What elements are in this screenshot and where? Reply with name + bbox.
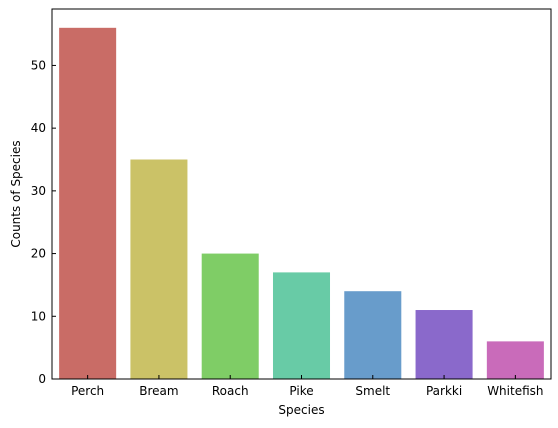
x-tick-label: Bream bbox=[139, 384, 178, 398]
bar-perch bbox=[59, 27, 117, 379]
x-tick-label: Roach bbox=[212, 384, 249, 398]
x-axis-label: Species bbox=[278, 403, 324, 417]
bar-bream bbox=[130, 159, 188, 379]
x-tick-label: Perch bbox=[71, 384, 104, 398]
x-tick-label: Pike bbox=[289, 384, 313, 398]
x-tick-label: Parkki bbox=[426, 384, 462, 398]
bar-parkki bbox=[415, 310, 473, 379]
plot-frame bbox=[51, 8, 552, 380]
x-axis-ticks: Perch Bream Roach Pike Smelt Parkki Whitefish bbox=[71, 375, 544, 398]
y-axis-label: Counts of Species bbox=[9, 140, 23, 247]
bar-pike bbox=[272, 272, 331, 379]
y-axis-ticks: 0 10 20 30 40 50 bbox=[31, 58, 56, 386]
y-tick-label: 20 bbox=[31, 247, 46, 261]
y-tick-label: 40 bbox=[31, 121, 46, 135]
bar-smelt bbox=[344, 291, 402, 379]
y-tick-label: 50 bbox=[31, 58, 46, 72]
bar-roach bbox=[201, 253, 259, 379]
y-tick-label: 0 bbox=[38, 372, 46, 386]
bars-group bbox=[59, 27, 544, 379]
bar-whitefish bbox=[486, 341, 544, 379]
x-tick-label: Smelt bbox=[355, 384, 390, 398]
y-tick-label: 30 bbox=[31, 184, 46, 198]
y-tick-label: 10 bbox=[31, 309, 46, 323]
x-tick-label: Whitefish bbox=[487, 384, 543, 398]
